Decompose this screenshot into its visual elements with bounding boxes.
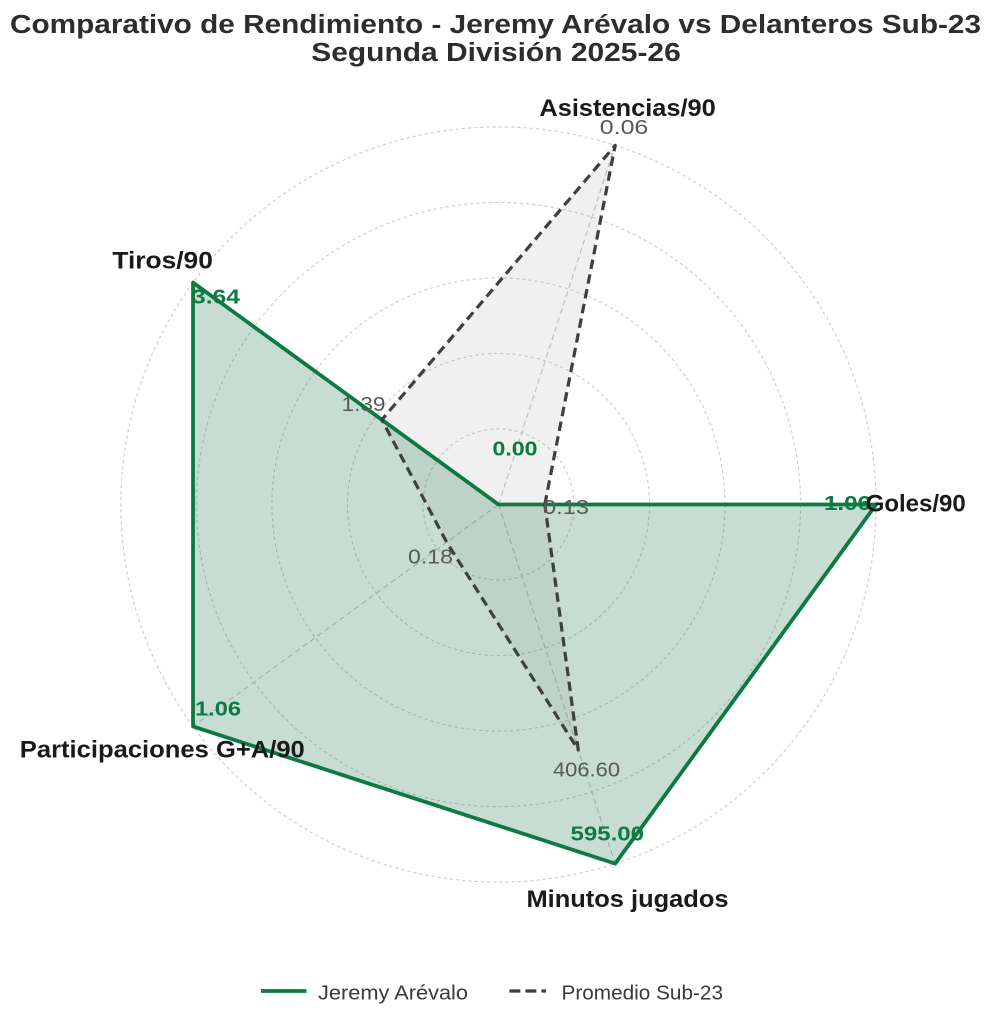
svg-text:3.64: 3.64 (192, 287, 241, 309)
svg-text:Goles/90: Goles/90 (866, 490, 966, 517)
svg-text:1.39: 1.39 (342, 393, 386, 416)
svg-text:406.60: 406.60 (553, 759, 620, 782)
svg-text:0.18: 0.18 (408, 546, 453, 569)
svg-text:1.06: 1.06 (824, 493, 871, 515)
svg-text:Minutos jugados: Minutos jugados (527, 886, 729, 913)
svg-text:0.00: 0.00 (493, 439, 538, 461)
svg-text:Segunda División 2025-26: Segunda División 2025-26 (311, 37, 681, 67)
svg-text:Jeremy Arévalo: Jeremy Arévalo (318, 981, 468, 1004)
svg-text:Comparativo de Rendimiento - J: Comparativo de Rendimiento - Jeremy Arév… (10, 9, 981, 39)
svg-text:1.06: 1.06 (195, 699, 241, 721)
svg-text:0.13: 0.13 (543, 496, 589, 519)
svg-text:Participaciones G+A/90: Participaciones G+A/90 (20, 737, 305, 764)
svg-text:595.00: 595.00 (571, 824, 645, 846)
svg-text:0.06: 0.06 (600, 116, 649, 139)
svg-text:Tiros/90: Tiros/90 (112, 248, 213, 275)
svg-text:Promedio Sub-23: Promedio Sub-23 (562, 981, 724, 1004)
svg-text:Asistencias/90: Asistencias/90 (539, 95, 715, 122)
